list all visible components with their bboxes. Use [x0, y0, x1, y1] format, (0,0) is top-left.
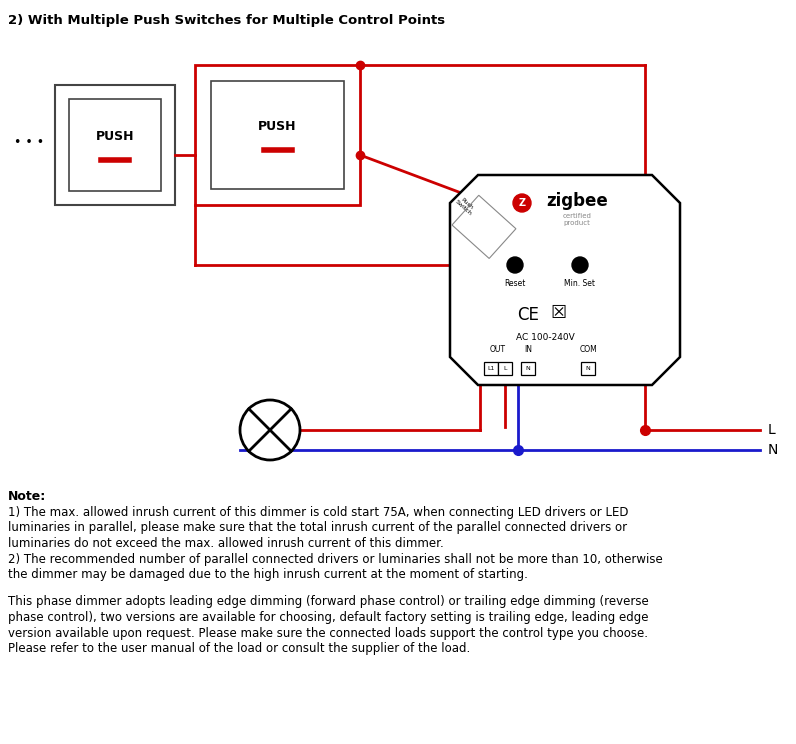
Text: Reset: Reset — [505, 278, 525, 287]
Text: COM: COM — [579, 345, 597, 354]
Bar — [195, 65, 360, 205]
Text: N: N — [525, 367, 530, 371]
Bar — [452, 195, 516, 258]
Text: PUSH: PUSH — [258, 121, 297, 133]
Text: This phase dimmer adopts leading edge dimming (forward phase control) or trailin: This phase dimmer adopts leading edge di… — [8, 595, 649, 609]
Text: 2) The recommended number of parallel connected drivers or luminaries shall not : 2) The recommended number of parallel co… — [8, 553, 663, 565]
Text: certified
product: certified product — [563, 213, 591, 225]
Bar — [55, 85, 175, 205]
Text: N: N — [586, 367, 591, 371]
Text: ☒: ☒ — [550, 304, 566, 322]
Text: Note:: Note: — [8, 490, 46, 503]
Text: Z: Z — [518, 198, 525, 208]
Text: zigbee: zigbee — [546, 192, 608, 210]
Bar — [521, 362, 535, 375]
Circle shape — [507, 257, 523, 273]
Text: luminaries in parallel, please make sure that the total inrush current of the pa: luminaries in parallel, please make sure… — [8, 522, 627, 534]
Text: IN: IN — [524, 345, 532, 354]
Text: • • •: • • • — [14, 136, 44, 150]
Text: Please refer to the user manual of the load or consult the supplier of the load.: Please refer to the user manual of the l… — [8, 642, 470, 655]
Text: CE: CE — [517, 306, 539, 324]
Text: L1: L1 — [487, 367, 494, 371]
Bar — [484, 362, 498, 375]
Text: the dimmer may be damaged due to the high inrush current at the moment of starti: the dimmer may be damaged due to the hig… — [8, 568, 528, 581]
Text: L: L — [768, 423, 776, 437]
Text: Min. Set: Min. Set — [564, 278, 595, 287]
Text: 1) The max. allowed inrush current of this dimmer is cold start 75A, when connec: 1) The max. allowed inrush current of th… — [8, 506, 629, 519]
Text: PUSH: PUSH — [96, 130, 135, 144]
Text: luminaries do not exceed the max. allowed inrush current of this dimmer.: luminaries do not exceed the max. allowe… — [8, 537, 443, 550]
Text: version available upon request. Please make sure the connected loads support the: version available upon request. Please m… — [8, 626, 648, 640]
Text: L: L — [503, 367, 507, 371]
Bar — [69, 99, 161, 191]
Polygon shape — [450, 175, 680, 385]
Text: OUT: OUT — [490, 345, 506, 354]
Text: AC 100-240V: AC 100-240V — [516, 333, 575, 342]
Text: Push
Switch: Push Switch — [454, 195, 476, 217]
Circle shape — [513, 194, 531, 212]
Text: N: N — [768, 443, 778, 457]
Text: 2) With Multiple Push Switches for Multiple Control Points: 2) With Multiple Push Switches for Multi… — [8, 14, 445, 27]
Text: phase control), two versions are available for choosing, default factory setting: phase control), two versions are availab… — [8, 611, 649, 624]
Bar — [498, 362, 512, 375]
Circle shape — [240, 400, 300, 460]
Bar — [581, 362, 595, 375]
Circle shape — [572, 257, 588, 273]
Bar — [211, 81, 344, 189]
